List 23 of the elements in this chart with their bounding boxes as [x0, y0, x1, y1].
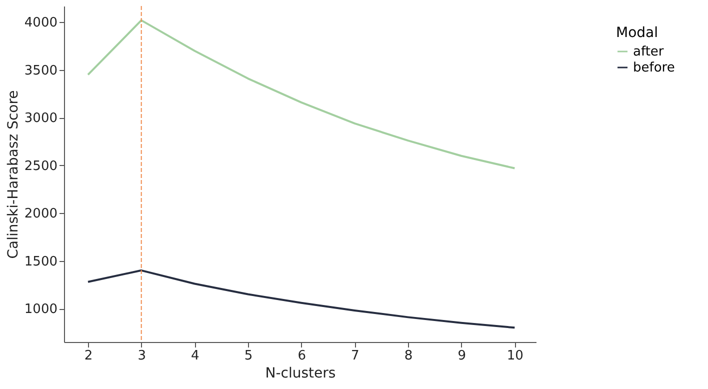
- x-tick-label: 5: [244, 348, 253, 364]
- y-tick-label: 2000: [24, 206, 58, 222]
- y-tick-label: 3000: [24, 111, 58, 126]
- y-tick-label: 1000: [24, 302, 58, 318]
- x-tick-label: 6: [298, 348, 306, 364]
- x-tick-label: 4: [191, 348, 200, 364]
- legend-label: before: [633, 60, 675, 76]
- x-tick-label: 8: [404, 348, 413, 364]
- y-axis-title: Calinski-Harabasz Score: [5, 90, 22, 259]
- line-series: [87, 19, 516, 170]
- y-tick-label: 1500: [24, 254, 58, 270]
- y-tick-label: 2500: [24, 158, 58, 174]
- x-tick-label: 3: [138, 348, 146, 364]
- line-series: [87, 269, 516, 329]
- y-tick-label: 3500: [24, 63, 58, 78]
- y-tick-label: 4000: [24, 16, 58, 31]
- x-axis-title: N-clusters: [265, 366, 336, 382]
- legend-title: Modal: [616, 25, 658, 41]
- x-tick-label: 7: [351, 348, 360, 364]
- x-tick-label: 2: [84, 348, 93, 364]
- x-tick-label: 9: [458, 348, 466, 364]
- x-tick-label: 10: [506, 348, 524, 364]
- legend-label: after: [633, 44, 664, 60]
